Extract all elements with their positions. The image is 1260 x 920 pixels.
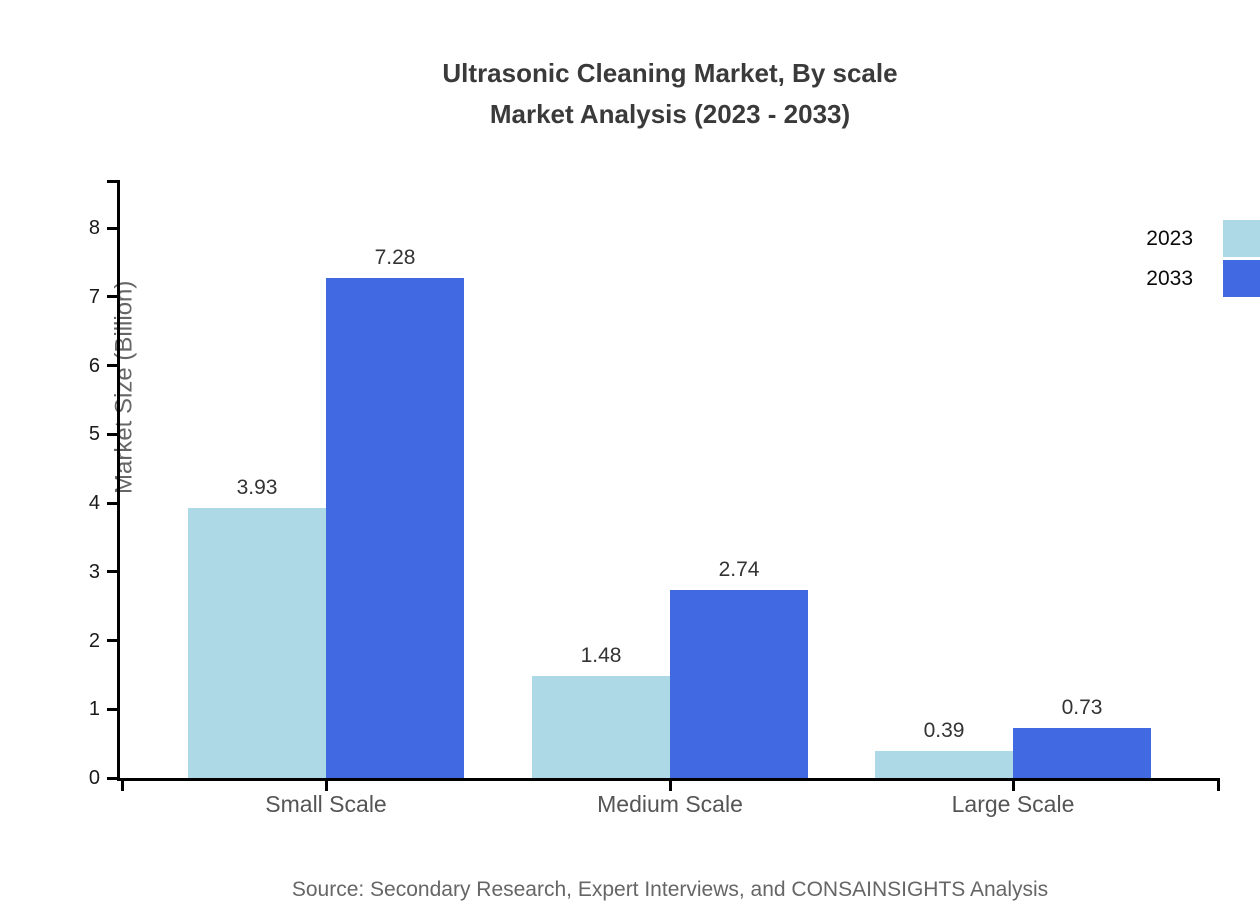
- y-tick-label-3: 3: [88, 560, 100, 583]
- y-tick-5: [107, 432, 117, 436]
- bar-value-2023-large-scale: 0.39: [923, 719, 965, 743]
- legend-item-2033: 2033: [1146, 260, 1260, 297]
- x-tick-medium-scale: [668, 781, 672, 791]
- y-tick-label-1: 1: [88, 698, 100, 721]
- legend-label-2023: 2023: [1146, 226, 1193, 250]
- y-tick-8: [107, 226, 117, 230]
- chart-title-line1: Ultrasonic Cleaning Market, By scale: [442, 58, 898, 88]
- y-tick-3: [107, 570, 117, 574]
- y-tick-label-6: 6: [88, 354, 100, 377]
- chart-title-line2: Market Analysis (2023 - 2033): [489, 99, 851, 129]
- source-note: Source: Secondary Research, Expert Inter…: [291, 878, 1049, 901]
- bar-2023-medium-scale: [532, 676, 670, 778]
- y-tick-2: [107, 639, 117, 642]
- bar-value-2023-small-scale: 3.93: [236, 475, 278, 499]
- x-axis-start-cap-tick: [121, 781, 124, 791]
- legend-label-2033: 2033: [1146, 266, 1193, 290]
- bar-2033-medium-scale: [670, 589, 808, 778]
- legend-swatch-2023: [1223, 220, 1260, 257]
- x-tick-large-scale: [1011, 781, 1015, 791]
- y-tick-label-8: 8: [88, 217, 100, 239]
- x-axis-end-cap-tick: [1217, 781, 1220, 791]
- legend-item-2023: 2023: [1146, 220, 1260, 257]
- bar-value-2033-medium-scale: 2.74: [718, 557, 760, 581]
- x-tick-small-scale: [324, 781, 328, 791]
- bar-2033-large-scale: [1013, 727, 1151, 778]
- bar-value-2033-large-scale: 0.73: [1061, 695, 1103, 719]
- y-tick-4: [107, 501, 117, 505]
- bar-value-2023-medium-scale: 1.48: [580, 644, 622, 668]
- x-axis-category-label-small-scale: Small Scale: [265, 791, 387, 817]
- bar-value-2033-small-scale: 7.28: [374, 245, 416, 269]
- y-tick-7: [107, 295, 117, 299]
- chart-title: Ultrasonic Cleaning Market, By scale Mar…: [80, 53, 1260, 135]
- y-tick-label-5: 5: [88, 423, 100, 446]
- legend: 2023 2033: [1146, 220, 1260, 300]
- y-tick-label-0: 0: [88, 767, 100, 789]
- x-axis-category-label-large-scale: Large Scale: [951, 791, 1075, 817]
- y-tick-0: [107, 776, 117, 780]
- bar-2023-small-scale: [188, 507, 326, 778]
- legend-swatch-2033: [1223, 260, 1260, 297]
- y-tick-6: [107, 364, 117, 367]
- x-axis-category-label-medium-scale: Medium Scale: [597, 791, 743, 817]
- y-axis-end-cap-tick: [107, 180, 117, 183]
- y-tick-label-7: 7: [88, 285, 100, 308]
- bar-2033-small-scale: [326, 277, 464, 778]
- bar-2023-large-scale: [875, 751, 1013, 778]
- y-tick-label-4: 4: [88, 492, 100, 514]
- plot-area: 0 1 2 3 4 5 6 7 8 3.93 7.28 Small Scale 1.48 2.74 Medi…: [89, 180, 1220, 817]
- y-tick-1: [107, 707, 117, 711]
- y-tick-label-2: 2: [88, 629, 100, 652]
